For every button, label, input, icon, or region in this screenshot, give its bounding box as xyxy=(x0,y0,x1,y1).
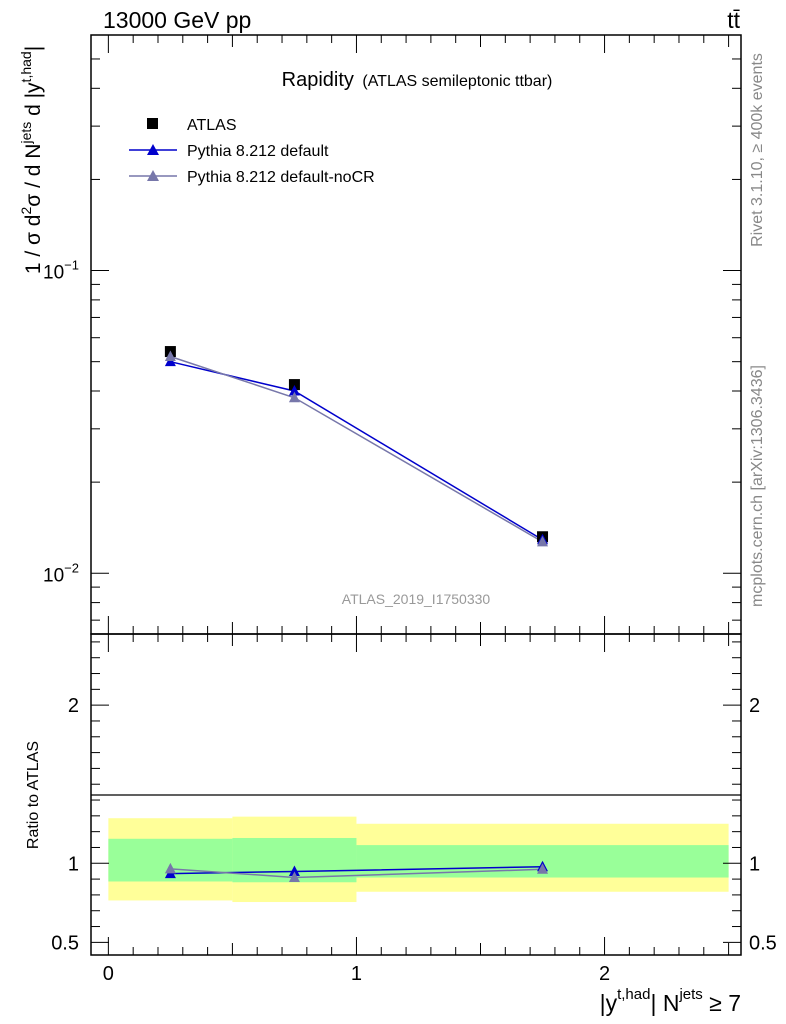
rivet-version-label: Rivet 3.1.10, ≥ 400k events xyxy=(749,53,766,247)
nocr-ratio-point xyxy=(164,862,176,874)
legend-marker-nocr xyxy=(147,170,159,181)
legend-label-atlas: ATLAS xyxy=(187,117,237,134)
ratio-axis-ticks xyxy=(91,634,741,955)
main-line-1 xyxy=(170,360,543,541)
plot-title: Rapidity (ATLAS semileptonic ttbar) xyxy=(282,69,553,91)
nocr-data-point xyxy=(164,350,176,362)
mcplots-label: mcplots.cern.ch [arXiv:1306.3436] xyxy=(749,365,766,607)
atlas-data-point xyxy=(288,379,300,391)
main-axis-ticks xyxy=(91,35,741,634)
plot-title-sub: (ATLAS semileptonic ttbar) xyxy=(362,73,552,90)
nocr-data-point xyxy=(537,535,549,547)
ratio-frame xyxy=(90,633,742,956)
main-y-tick-label: 10−1 xyxy=(43,258,79,284)
main-series-markers xyxy=(164,346,549,547)
default-ratio-point xyxy=(288,865,300,877)
legend-marker-default xyxy=(147,144,159,155)
x-axis-label: |yt,had| Njets ≥ 7 xyxy=(600,986,741,1016)
ratio-x-tick-label: 1 xyxy=(351,963,362,985)
main-y-tick-labels: 10−1 10−2 xyxy=(43,258,79,587)
ratio-panel: 0.5 0.5 1 1 2 2 0 1 2 Ratio to ATLAS |yt,had| N… xyxy=(25,633,777,1016)
ratio-y-tick-label-right: 1 xyxy=(749,853,760,875)
ratio-x-tick-label: 2 xyxy=(599,963,610,985)
default-data-point xyxy=(288,385,300,396)
ratio-y-tick-label-right: 0.5 xyxy=(749,932,777,954)
ratio-x-tick-labels: 0 1 2 xyxy=(103,963,610,985)
legend-label-nocr: Pythia 8.212 default-noCR xyxy=(187,169,375,186)
ratio-y-tick-label-left: 2 xyxy=(68,695,79,717)
nocr-ratio-point xyxy=(537,863,549,874)
main-y-axis-label: 1 / σ d2σ / d Njets d |yt,had| xyxy=(18,46,45,274)
ratio-y-tick-label-right: 2 xyxy=(749,695,760,717)
ratio-y-tick-label-left: 0.5 xyxy=(51,932,79,954)
nocr-ratio-point xyxy=(288,871,300,883)
ratio-series-markers xyxy=(164,860,549,883)
ratio-uncertainty-bands xyxy=(108,816,729,903)
ratio-x-tick-label: 0 xyxy=(103,963,114,985)
plot-title-main: Rapidity xyxy=(282,69,354,91)
ratio-y-axis-label: Ratio to ATLAS xyxy=(25,741,42,849)
ratio-y-tick-labels: 0.5 0.5 1 1 2 2 xyxy=(51,695,777,954)
process-label: tt̄ xyxy=(727,7,740,33)
nocr-data-point xyxy=(288,391,300,403)
main-series-lines xyxy=(170,355,543,543)
analysis-watermark: ATLAS_2019_I1750330 xyxy=(342,591,491,607)
beam-energy-label: 13000 GeV pp xyxy=(103,7,251,33)
legend-marker-atlas xyxy=(147,118,158,129)
main-y-tick-label: 10−2 xyxy=(43,560,79,586)
ratio-y-tick-label-left: 1 xyxy=(68,853,79,875)
main-panel: 10−1 10−2 Rapidity (ATLAS semileptonic tt… xyxy=(18,34,742,635)
legend: ATLAS Pythia 8.212 default Pythia 8.212 … xyxy=(129,117,375,186)
main-line-2 xyxy=(170,355,543,543)
legend-label-default: Pythia 8.212 default xyxy=(187,143,329,160)
